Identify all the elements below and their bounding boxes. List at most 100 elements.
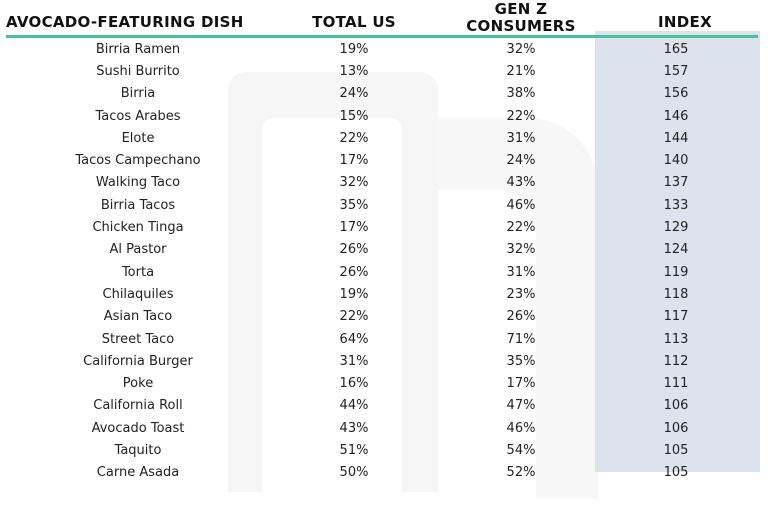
cell-total-us: 19% xyxy=(339,286,369,302)
cell-index: 105 xyxy=(663,442,689,458)
table-row: Birria Ramen 19% 32% 165 xyxy=(6,37,758,61)
cell-index: 113 xyxy=(663,331,689,347)
cell-dish: Chicken Tinga xyxy=(92,220,184,236)
cell-gen-z: 21% xyxy=(506,63,536,79)
table-row: Chicken Tinga 17% 22% 129 xyxy=(6,216,758,238)
cell-dish: Poke xyxy=(122,376,154,392)
cell-index: 124 xyxy=(663,242,689,258)
cell-index: 129 xyxy=(663,220,689,236)
table-row: Carne Asada 50% 52% 105 xyxy=(6,462,758,484)
cell-index: 117 xyxy=(663,309,689,325)
cell-index: 106 xyxy=(663,398,689,414)
table-row: Birria Tacos 35% 46% 133 xyxy=(6,194,758,216)
cell-gen-z: 31% xyxy=(506,130,536,146)
cell-index: 118 xyxy=(663,286,689,302)
cell-dish: Chilaquiles xyxy=(102,286,174,302)
table-row: Tacos Arabes 15% 22% 146 xyxy=(6,105,758,127)
cell-total-us: 64% xyxy=(339,331,369,347)
cell-total-us: 43% xyxy=(339,420,369,436)
cell-dish: Street Taco xyxy=(101,331,175,347)
cell-dish: Taquito xyxy=(114,442,162,458)
cell-dish: Birria Tacos xyxy=(100,197,176,213)
cell-dish: Birria Ramen xyxy=(95,41,181,57)
cell-total-us: 26% xyxy=(339,264,369,280)
table-row: Birria 24% 38% 156 xyxy=(6,83,758,105)
table-row: Avocado Toast 43% 46% 106 xyxy=(6,417,758,439)
cell-index: 119 xyxy=(663,264,689,280)
cell-index: 146 xyxy=(663,108,689,124)
cell-gen-z: 17% xyxy=(506,376,536,392)
cell-index: 105 xyxy=(663,465,689,481)
cell-total-us: 31% xyxy=(339,353,369,369)
table-row: Poke 16% 17% 111 xyxy=(6,372,758,394)
table-row: Walking Taco 32% 43% 137 xyxy=(6,172,758,194)
table-row: Taquito 51% 54% 105 xyxy=(6,439,758,461)
cell-total-us: 22% xyxy=(339,309,369,325)
cell-total-us: 26% xyxy=(339,242,369,258)
cell-index: 140 xyxy=(663,153,689,169)
cell-index: 157 xyxy=(663,63,689,79)
cell-dish: Walking Taco xyxy=(95,175,181,191)
cell-gen-z: 43% xyxy=(506,175,536,191)
cell-gen-z: 32% xyxy=(506,242,536,258)
table-row: Chilaquiles 19% 23% 118 xyxy=(6,283,758,305)
column-header-gen-z: GEN Z CONSUMERS xyxy=(430,0,612,37)
cell-index: 112 xyxy=(663,353,689,369)
column-header-index: INDEX xyxy=(658,13,712,31)
cell-gen-z: 24% xyxy=(506,153,536,169)
cell-total-us: 35% xyxy=(339,197,369,213)
cell-gen-z: 35% xyxy=(506,353,536,369)
cell-gen-z: 22% xyxy=(506,220,536,236)
cell-gen-z: 23% xyxy=(506,286,536,302)
cell-total-us: 51% xyxy=(339,442,369,458)
table-row: California Burger 31% 35% 112 xyxy=(6,350,758,372)
cell-gen-z: 46% xyxy=(506,197,536,213)
table-header-row: AVOCADO-FEATURING DISH TOTAL US GEN Z CO… xyxy=(6,0,758,37)
cell-dish: Sushi Burrito xyxy=(96,63,180,79)
cell-dish: California Roll xyxy=(93,398,183,414)
table-row: Sushi Burrito 13% 21% 157 xyxy=(6,60,758,82)
cell-total-us: 16% xyxy=(339,376,369,392)
table-row: Street Taco 64% 71% 113 xyxy=(6,328,758,350)
cell-total-us: 19% xyxy=(339,41,369,57)
cell-index: 106 xyxy=(663,420,689,436)
cell-index: 156 xyxy=(663,86,689,102)
column-header-dish: AVOCADO-FEATURING DISH xyxy=(6,13,244,31)
cell-gen-z: 32% xyxy=(506,41,536,57)
cell-index: 144 xyxy=(663,130,689,146)
index-column-highlight xyxy=(595,31,760,472)
cell-total-us: 17% xyxy=(339,220,369,236)
cell-total-us: 24% xyxy=(339,86,369,102)
cell-gen-z: 46% xyxy=(506,420,536,436)
table-row: Asian Taco 22% 26% 117 xyxy=(6,306,758,328)
cell-gen-z: 54% xyxy=(506,442,536,458)
cell-dish: Tacos Arabes xyxy=(95,108,181,124)
cell-dish: California Burger xyxy=(83,353,193,369)
cell-gen-z: 22% xyxy=(506,108,536,124)
cell-index: 165 xyxy=(663,41,689,57)
cell-index: 137 xyxy=(663,175,689,191)
cell-dish: Tacos Campechano xyxy=(75,153,201,169)
cell-dish: Birria xyxy=(120,86,156,102)
column-header-gen-z-text: GEN Z CONSUMERS xyxy=(466,0,576,35)
cell-gen-z: 52% xyxy=(506,465,536,481)
table-row: Elote 22% 31% 144 xyxy=(6,127,758,149)
cell-gen-z: 71% xyxy=(506,331,536,347)
cell-index: 111 xyxy=(663,376,689,392)
table-body: Birria Ramen 19% 32% 165 Sushi Burrito 13% 21%… xyxy=(6,37,758,484)
table-row: Tacos Campechano 17% 24% 140 xyxy=(6,149,758,171)
cell-dish: Carne Asada xyxy=(96,465,180,481)
table-row: Torta 26% 31% 119 xyxy=(6,261,758,283)
cell-total-us: 50% xyxy=(339,465,369,481)
column-header-total-us: TOTAL US xyxy=(312,13,396,31)
avocado-dish-table: AVOCADO-FEATURING DISH TOTAL US GEN Z CO… xyxy=(6,0,758,484)
cell-dish: Elote xyxy=(121,130,155,146)
table-row: California Roll 44% 47% 106 xyxy=(6,395,758,417)
cell-dish: Al Pastor xyxy=(109,242,167,258)
table-row: Al Pastor 26% 32% 124 xyxy=(6,239,758,261)
cell-dish: Torta xyxy=(121,264,155,280)
cell-dish: Asian Taco xyxy=(103,309,173,325)
cell-total-us: 17% xyxy=(339,153,369,169)
cell-total-us: 44% xyxy=(339,398,369,414)
cell-index: 133 xyxy=(663,197,689,213)
